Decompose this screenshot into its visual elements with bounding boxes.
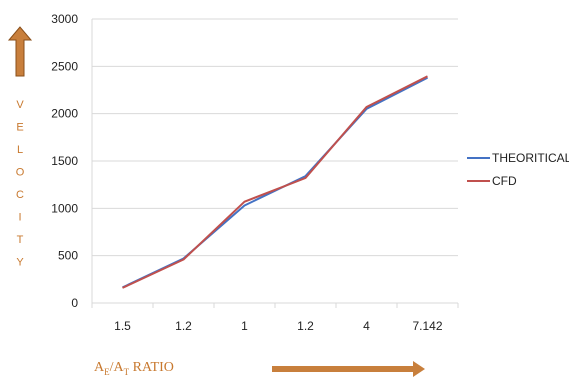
series-lines xyxy=(122,75,428,289)
y-tick-label-0: 0 xyxy=(71,296,78,310)
y-label-letter-6: T xyxy=(17,234,24,246)
x-tick-label-4: 4 xyxy=(363,319,370,333)
x-tick-label-3: 1.2 xyxy=(297,319,314,333)
y-label-letter-1: E xyxy=(16,122,23,134)
legend-label-1: CFD xyxy=(492,174,517,188)
x-tick-label-1: 1.2 xyxy=(175,319,192,333)
up-arrow-icon xyxy=(7,26,33,77)
legend: THEORITICAL CFD xyxy=(467,151,569,188)
x-label-sub2: T xyxy=(123,366,130,377)
x-axis-label: AE/AT RATIO xyxy=(94,360,174,377)
x-label-tail: RATIO xyxy=(129,360,174,375)
y-label-letter-4: C xyxy=(16,189,24,201)
x-label-sub1: E xyxy=(104,366,110,377)
gridlines xyxy=(91,18,458,304)
y-label-letter-5: I xyxy=(18,212,21,224)
y-tick-label-6: 3000 xyxy=(51,12,78,26)
y-label-letter-0: V xyxy=(16,99,24,111)
x-label-a1: A xyxy=(94,360,105,375)
right-arrow-icon xyxy=(272,361,425,377)
x-axis-ticks xyxy=(91,303,459,308)
y-axis-tick-labels: 0 500 1000 1500 2000 2500 3000 xyxy=(51,12,78,310)
y-label-letter-2: L xyxy=(17,144,23,156)
series-line-1 xyxy=(122,75,428,289)
x-axis-tick-labels: 1.5 1.2 1 1.2 4 7.142 xyxy=(114,319,443,333)
y-tick-label-5: 2500 xyxy=(51,59,78,73)
y-tick-label-4: 2000 xyxy=(51,107,78,121)
y-tick-label-1: 500 xyxy=(58,249,78,263)
y-label-letter-3: O xyxy=(16,167,25,179)
x-label-a2: A xyxy=(113,360,124,375)
y-label-letter-7: Y xyxy=(16,257,24,269)
y-tick-label-3: 1500 xyxy=(51,154,78,168)
y-tick-label-2: 1000 xyxy=(51,201,78,215)
x-label-slash: / xyxy=(109,360,114,375)
x-tick-label-2: 1 xyxy=(241,319,248,333)
legend-label-0: THEORITICAL xyxy=(492,151,569,165)
x-tick-label-0: 1.5 xyxy=(114,319,131,333)
x-tick-label-5: 7.142 xyxy=(412,319,442,333)
